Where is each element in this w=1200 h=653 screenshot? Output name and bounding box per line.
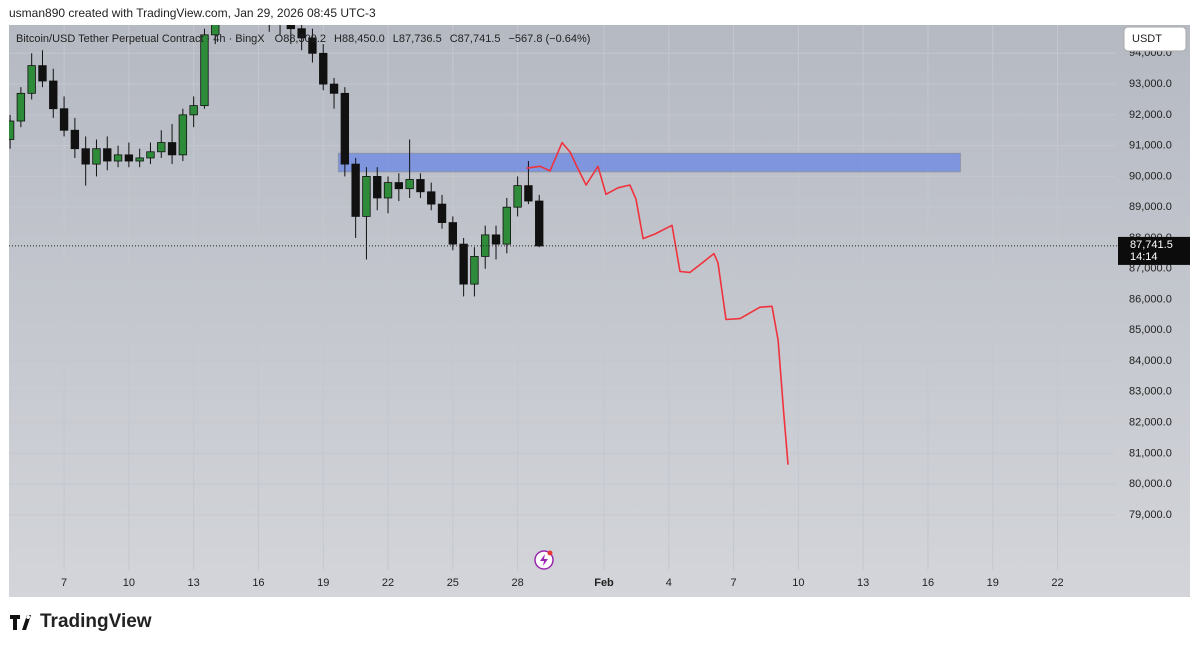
y-tick-label: 90,000.0	[1129, 170, 1172, 182]
candle-body	[481, 234, 490, 257]
x-tick-label: 13	[857, 577, 869, 589]
candle-body	[427, 191, 436, 205]
candle-body	[513, 185, 522, 208]
symbol: Bitcoin/USD Tether Perpetual Contract · …	[16, 33, 265, 45]
y-tick-label: 85,000.0	[1129, 324, 1172, 336]
x-tick-label: Feb	[594, 577, 614, 589]
currency: USDT	[1132, 33, 1162, 45]
x-tick-label: 19	[317, 577, 329, 589]
last-price-box	[1118, 236, 1190, 265]
candle-body	[16, 92, 26, 122]
grid	[9, 25, 1115, 570]
candle-body	[340, 92, 350, 165]
candle-body	[470, 256, 479, 285]
y-tick-label: 86,000.0	[1129, 293, 1172, 305]
candle-body	[459, 243, 468, 285]
candle-body	[297, 28, 306, 39]
ohlc-value: L87,736.5	[393, 33, 442, 45]
candle-body	[103, 148, 112, 162]
ohlc-value: C87,741.5	[450, 33, 501, 45]
candle-body	[38, 65, 47, 82]
x-tick-label: 7	[61, 577, 67, 589]
x-tick-label: 7	[731, 577, 737, 589]
candle-body	[167, 142, 177, 156]
x-tick-label: 28	[511, 577, 523, 589]
last-price-label: 87,741.5	[1130, 239, 1173, 251]
y-tick-label: 89,000.0	[1129, 201, 1172, 213]
candle-body	[9, 120, 15, 140]
logo: TradingView	[10, 611, 152, 632]
x-tick-label: 16	[922, 577, 934, 589]
credit: usman890 created with TradingView.com, J…	[9, 6, 376, 20]
y-tick-label: 84,000.0	[1129, 355, 1172, 367]
candle-body	[319, 52, 328, 85]
y-tick-label: 82,000.0	[1129, 417, 1172, 429]
x-tick-label: 10	[792, 577, 804, 589]
x-tick-label: 22	[382, 577, 394, 589]
candle-body	[286, 25, 296, 30]
currency-button[interactable]	[1123, 26, 1187, 52]
candle-body	[146, 151, 155, 159]
candle-body	[362, 176, 371, 217]
y-tick-label: 91,000.0	[1129, 140, 1172, 152]
x-tick-label: 19	[987, 577, 999, 589]
candle-body	[405, 179, 414, 190]
candle-body	[448, 222, 458, 245]
candle-body	[308, 37, 317, 54]
candle-body	[524, 185, 533, 202]
candle-body	[113, 154, 123, 162]
x-tick-label: 13	[188, 577, 200, 589]
candle-body	[27, 65, 36, 94]
x-tick-label: 4	[666, 577, 672, 589]
plot	[9, 0, 961, 465]
axes: 79,000.0 80,000.0 81,000.0 82,000.0 83,000.0…	[61, 47, 1172, 589]
y-tick-label: 81,000.0	[1129, 447, 1172, 459]
candle-body	[535, 200, 544, 247]
candle-body	[351, 163, 360, 217]
candle-body	[81, 148, 90, 165]
candle-body	[124, 154, 134, 162]
y-tick-label: 92,000.0	[1129, 109, 1172, 121]
candle-body	[157, 142, 166, 153]
chart-background	[9, 25, 1190, 597]
candle-body	[189, 105, 198, 116]
candle-body	[373, 176, 382, 199]
y-tick-label: 79,000.0	[1129, 509, 1172, 521]
candle-body	[178, 114, 188, 156]
y-tick-label: 87,000.0	[1129, 263, 1172, 275]
candle-body	[502, 206, 511, 245]
candle-body	[135, 157, 144, 162]
y-tick-label: 83,000.0	[1129, 386, 1172, 398]
candle-body	[244, 0, 252, 1]
x-tick-label: 10	[123, 577, 135, 589]
resistance-zone	[337, 152, 961, 173]
candle-body	[329, 83, 339, 94]
candle-body	[59, 108, 69, 131]
brand: TradingView	[40, 611, 152, 632]
ohlc-value: O88,309.2	[275, 33, 326, 45]
candle-body	[491, 234, 501, 245]
x-tick-label: 25	[447, 577, 459, 589]
x-tick-label: 16	[252, 577, 264, 589]
candle-body	[416, 179, 425, 193]
countdown: 14:14	[1130, 251, 1158, 263]
y-tick-label: 93,000.0	[1129, 78, 1172, 90]
candle-body	[383, 182, 393, 199]
candle-body	[394, 182, 404, 190]
candle-body	[92, 148, 101, 165]
candle-body	[70, 129, 80, 150]
ohlc-value: −567.8 (−0.64%)	[508, 33, 590, 45]
candle-body	[49, 80, 58, 110]
y-tick-label: 80,000.0	[1129, 478, 1172, 490]
x-tick-label: 22	[1051, 577, 1063, 589]
alert-icon	[534, 550, 554, 570]
projection-line	[526, 141, 789, 465]
ohlc-value: H88,450.0	[334, 33, 385, 45]
candle-body	[211, 25, 220, 36]
candle-body	[200, 34, 209, 107]
candle-body	[437, 203, 447, 223]
legend: Bitcoin/USD Tether Perpetual Contract · …	[16, 33, 265, 45]
